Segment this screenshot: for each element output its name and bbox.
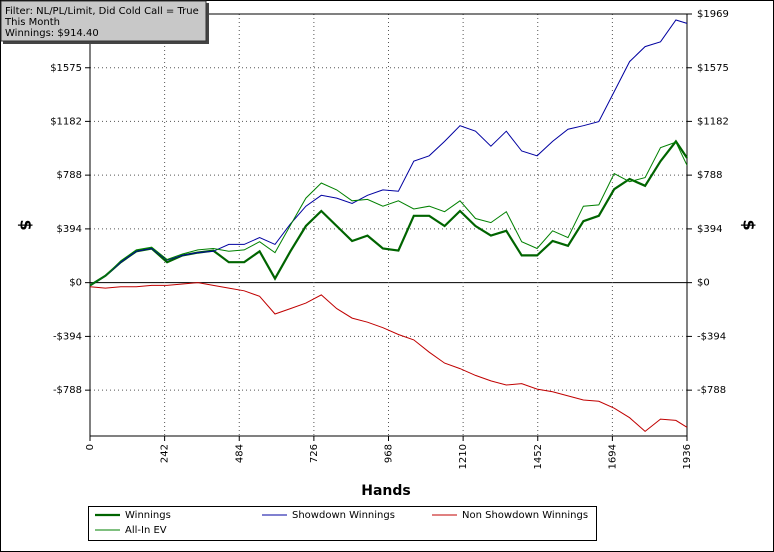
legend-label: Showdown Winnings [292,510,395,521]
series-line [89,282,688,433]
legend-label: Winnings [125,510,171,521]
y2-tick-label: $788 [697,170,722,181]
filter-box: Filter: NL/PL/Limit, Did Cold Call = Tru… [0,0,209,44]
x-tick-label: 1210 [458,444,469,469]
legend-label: Non Showdown Winnings [462,510,588,521]
x-axis-label: Hands [361,483,411,499]
y2-tick-label: -$394 [697,331,726,342]
filter-text: Filter: NL/PL/Limit, Did Cold Call = Tru… [5,6,199,17]
y-tick-label: -$788 [53,385,82,396]
x-tick-label: 1452 [533,444,544,469]
x-tick-label: 1936 [682,444,693,469]
plot-border [89,13,688,437]
x-tick-label: 0 [85,444,96,450]
y-tick-label: $1182 [50,116,82,127]
y-axis-label: $ [17,219,36,230]
y2-tick-label: $1969 [697,9,729,20]
plot-area: -$788 -$394 $0 $394 $788 $1182 $1575 $1969 -$788… [50,9,729,469]
y2-tick-label: -$788 [697,385,726,396]
legend-label: All-In EV [125,525,167,536]
y2-tick-label: $1575 [697,63,729,74]
series-line [89,19,688,286]
y2-tick-label: $0 [697,278,710,289]
legend [88,506,597,541]
y2-axis-label: $ [740,219,759,230]
filter-text: Winnings: $914.40 [5,28,99,39]
y-tick-label: $1575 [50,63,82,74]
y-tick-label: $0 [69,278,82,289]
y2-tick-label: $394 [697,224,722,235]
x-tick-label: 726 [309,444,320,463]
series-line [89,141,688,286]
x-tick-label: 242 [160,444,171,463]
x-tick-label: 968 [384,444,395,463]
x-tick-label: 1694 [607,444,618,469]
y-tick-label: -$394 [53,331,82,342]
filter-box-bg [0,0,207,42]
y2-tick-label: $1182 [697,116,729,127]
y-tick-label: $394 [57,224,82,235]
y-tick-label: $788 [57,170,82,181]
filter-text: This Month [4,17,60,28]
x-tick-label: 484 [234,444,245,463]
